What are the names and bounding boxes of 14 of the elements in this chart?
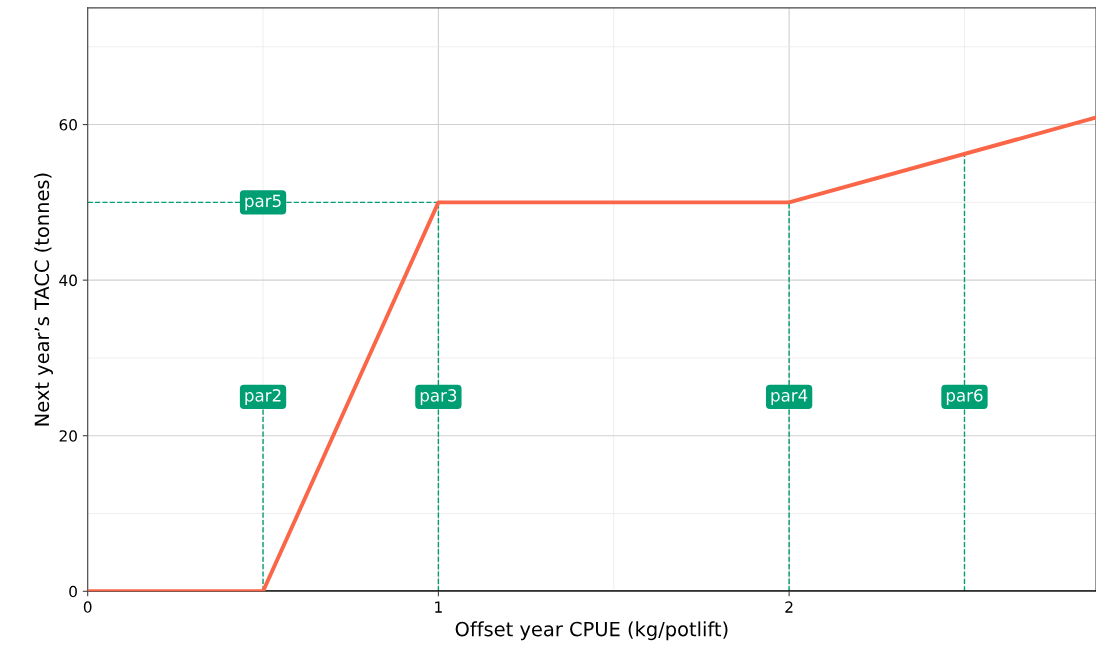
y-tick-label: 0: [69, 585, 77, 598]
y-axis-title: Next year’s TACC (tonnes): [34, 173, 53, 426]
ref-line-label: par2: [245, 389, 281, 405]
x-tick-label: 1: [435, 601, 442, 613]
x-tick-label: 0: [83, 601, 92, 613]
ref-line-label: par4: [771, 389, 808, 405]
x-axis-title: Offset year CPUE (kg/potlift): [455, 621, 728, 641]
ref-line-label: par6: [946, 389, 983, 405]
y-tick-label: 20: [59, 430, 77, 442]
ref-line-label: par5: [245, 194, 281, 211]
x-tick-label: 2: [785, 601, 793, 613]
ref-line-label: par3: [420, 389, 457, 405]
y-tick-label: 40: [59, 274, 77, 287]
y-tick-label: 60: [59, 119, 77, 131]
